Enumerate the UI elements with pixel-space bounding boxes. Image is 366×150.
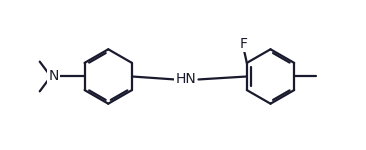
Text: HN: HN [175, 72, 196, 86]
Text: N: N [48, 69, 59, 84]
Text: F: F [239, 37, 247, 51]
